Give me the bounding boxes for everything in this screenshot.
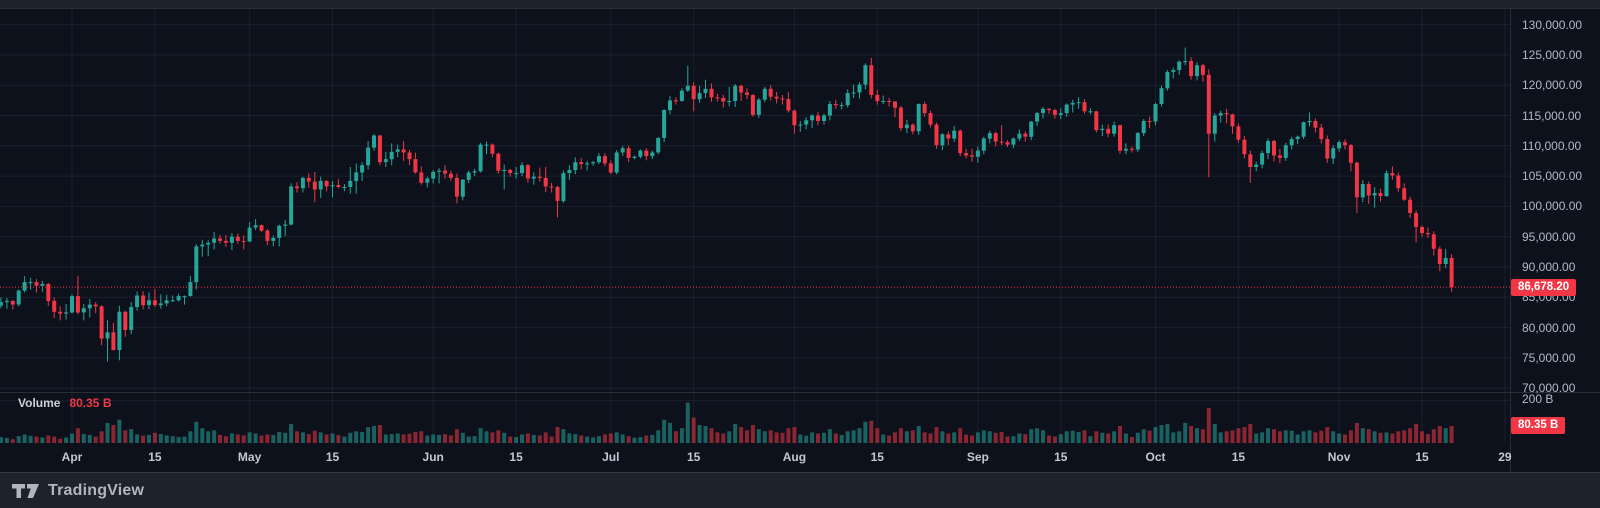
volume-legend: Volume 80.35 B [18,396,111,410]
time-tick-label: Nov [1327,450,1351,464]
price-tick-label: 110,000.00 [1522,138,1582,153]
tradingview-logo-icon [12,483,39,498]
price-tick-label: 120,000.00 [1522,78,1583,93]
price-tick-label: 115,000.00 [1522,108,1582,123]
price-tick-label: 95,000.00 [1522,229,1576,244]
price-tick-label: 80,000.00 [1522,320,1576,335]
last-price-label: 86,678.20 [1511,278,1577,296]
price-tick-label: 75,000.00 [1522,350,1576,365]
time-tick-label: May [237,450,262,464]
time-tick-label: Oct [1145,450,1166,464]
tradingview-brand-text: TradingView [48,481,145,499]
time-tick-label: Sep [966,450,989,464]
last-volume-label: 80.35 B [1511,417,1566,435]
price-tick-label: 90,000.00 [1522,260,1576,274]
time-tick-label: 15 [325,450,340,464]
price-tick-label: 125,000.00 [1522,47,1583,62]
time-tick-label: 15 [870,450,884,464]
volume-axis-label: 200 B [1522,392,1554,406]
time-tick-label: Aug [782,450,807,464]
price-tick-label: 130,000.00 [1522,17,1583,32]
price-tick-label: 105,000.00 [1522,169,1583,184]
price-tick-label: 100,000.00 [1522,199,1583,214]
time-tick-label: Jun [422,450,444,464]
price-tick-label: 70,000.00 [1522,381,1576,396]
time-tick-label: 29 [1498,450,1512,464]
time-tick-label: 15 [509,450,523,464]
attribution-footer: TradingView [0,473,1600,508]
time-tick-label: 15 [1231,450,1246,464]
time-tick-label: Apr [61,450,83,464]
time-tick-label: 15 [687,450,701,464]
time-axis[interactable]: Apr 15 May 15 Jun 15 Jul 15 Aug 15 Sep 15 Oct 15 Nov 15… [0,443,1512,473]
time-tick-label: 15 [148,450,162,464]
price-axis[interactable]: 130,000.00 125,000.00 120,000.00 115,000.00… [1511,8,1600,443]
time-tick-label: Jul [602,450,620,464]
volume-legend-value: 80.35 B [69,396,112,410]
time-tick-label: 15 [1054,450,1068,464]
volume-legend-title: Volume [18,396,61,410]
time-tick-label: 15 [1415,450,1429,464]
tradingview-attribution-link[interactable]: TradingView [12,482,144,500]
